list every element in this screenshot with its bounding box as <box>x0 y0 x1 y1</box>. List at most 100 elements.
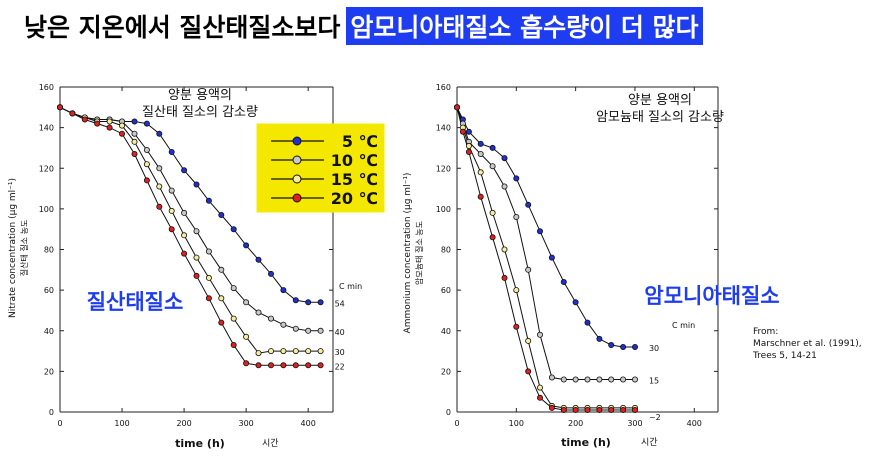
data-point-series-2 <box>525 266 532 273</box>
data-point-series-4 <box>525 368 532 375</box>
series-end-label: 30 <box>335 348 345 357</box>
series-line-3 <box>456 107 635 409</box>
y-tick-label: 20 <box>44 367 54 376</box>
data-point-series-1 <box>193 181 200 188</box>
headline-highlight: 암모니아태질소 흡수량이 더 많다 <box>346 7 703 45</box>
data-point-series-2 <box>267 315 274 322</box>
data-point-series-2 <box>255 309 262 316</box>
legend-label: 20 ℃ <box>331 189 378 208</box>
headline-text: 낮은 지온에서 질산태질소보다 <box>24 13 341 42</box>
data-point-series-2 <box>537 331 544 338</box>
data-point-series-3 <box>106 118 113 125</box>
data-point-series-3 <box>119 122 126 129</box>
chart-ammonium-title-line-1: 양분 용액의 <box>628 93 692 108</box>
data-point-series-4 <box>489 234 496 241</box>
data-point-series-1 <box>131 118 138 125</box>
data-point-series-1 <box>560 278 567 285</box>
series-line-3 <box>59 106 321 354</box>
data-point-series-2 <box>156 165 163 172</box>
x-tick-label: 300 <box>238 419 253 428</box>
data-point-series-4 <box>193 272 200 279</box>
data-point-series-2 <box>193 228 200 235</box>
data-point-series-3 <box>255 350 262 357</box>
x-tick-label: 100 <box>114 419 129 428</box>
data-point-series-4 <box>57 104 64 111</box>
x-tick-label: 400 <box>687 419 702 428</box>
series-line-4 <box>456 107 635 411</box>
data-point-series-1 <box>596 335 603 342</box>
series-line-4 <box>59 106 321 366</box>
y-tick-label: 0 <box>49 408 54 417</box>
data-point-series-3 <box>156 183 163 190</box>
data-point-series-1 <box>243 242 250 249</box>
data-point-series-1 <box>548 254 555 261</box>
chart-nitrate-overlay-label: 질산태질소 <box>87 290 184 314</box>
data-point-series-4 <box>560 406 567 413</box>
data-point-series-4 <box>584 406 591 413</box>
chart-ammonium: 0 20 40 60 80 100 120 140 160 0 100 200 300 400 30 15 ~… <box>403 83 780 449</box>
x-tick-label: 300 <box>627 419 642 428</box>
data-point-series-4 <box>143 177 150 184</box>
data-point-series-2 <box>317 327 324 334</box>
data-point-series-1 <box>584 319 591 326</box>
y-tick-label: 80 <box>44 246 54 255</box>
data-point-series-2 <box>143 146 150 153</box>
chart-nitrate: 0 20 40 60 80 100 120 140 160 0 100 200 300 400 54 40 3… <box>8 83 362 450</box>
data-point-series-4 <box>106 124 113 131</box>
chart-ammonium-title-line-2: 암모늄태 질소의 감소량 <box>596 110 724 125</box>
data-point-series-4 <box>465 148 472 155</box>
legend-label: 15 ℃ <box>331 170 378 189</box>
data-point-series-2 <box>168 187 175 194</box>
data-point-series-3 <box>193 254 200 261</box>
y-tick-label: 80 <box>441 246 451 255</box>
data-point-series-1 <box>255 256 262 263</box>
data-point-series-4 <box>280 362 287 369</box>
source-note: From: Marschner et al. (1991), Trees 5, … <box>752 327 862 361</box>
chart-nitrate-title-line-2: 질산태 질소의 감소량 <box>142 105 258 120</box>
chart-nitrate-ylabel: Nitrate concentration (μg ml⁻¹) <box>8 178 18 318</box>
data-point-series-3 <box>465 142 472 149</box>
data-point-series-1 <box>608 341 615 348</box>
y-tick-label: 160 <box>39 83 54 92</box>
data-point-series-1 <box>620 343 627 350</box>
data-point-series-4 <box>230 341 237 348</box>
y-tick-label: 0 <box>446 408 451 417</box>
data-point-series-2 <box>632 376 639 383</box>
chart-nitrate-xlabel: time (h) <box>175 437 225 450</box>
data-point-series-3 <box>131 138 138 145</box>
data-point-series-3 <box>501 246 508 253</box>
data-point-series-4 <box>181 250 188 257</box>
data-point-series-2 <box>548 374 555 381</box>
chart-ammonium-overlay-label: 암모니아태질소 <box>644 284 779 308</box>
legend-marker <box>292 136 302 146</box>
data-point-series-3 <box>205 274 212 281</box>
data-point-series-2 <box>181 209 188 216</box>
data-point-series-3 <box>525 337 532 344</box>
data-point-series-1 <box>168 148 175 155</box>
data-point-series-1 <box>205 197 212 204</box>
x-tick-label: 200 <box>568 419 583 428</box>
data-point-series-1 <box>501 155 508 162</box>
legend-marker <box>292 193 302 203</box>
data-point-series-3 <box>477 169 484 176</box>
data-point-series-2 <box>280 321 287 328</box>
y-tick-label: 40 <box>44 327 54 336</box>
data-point-series-2 <box>596 376 603 383</box>
data-point-series-3 <box>267 348 274 355</box>
x-tick-label: 100 <box>509 419 524 428</box>
temperature-legend: 5 ℃10 ℃15 ℃20 ℃ <box>256 123 385 213</box>
data-point-series-2 <box>560 376 567 383</box>
data-point-series-3 <box>489 209 496 216</box>
y-tick-label: 120 <box>436 164 451 173</box>
data-point-series-3 <box>292 348 299 355</box>
x-tick-label: 400 <box>301 419 316 428</box>
data-point-series-4 <box>119 130 126 137</box>
source-note-line-1: From: <box>753 327 778 337</box>
data-point-series-3 <box>537 384 544 391</box>
data-point-series-4 <box>608 406 615 413</box>
data-point-series-1 <box>143 120 150 127</box>
series-end-label: 40 <box>335 328 345 337</box>
data-point-series-4 <box>513 323 520 330</box>
legend-label: 5 ℃ <box>342 132 378 151</box>
